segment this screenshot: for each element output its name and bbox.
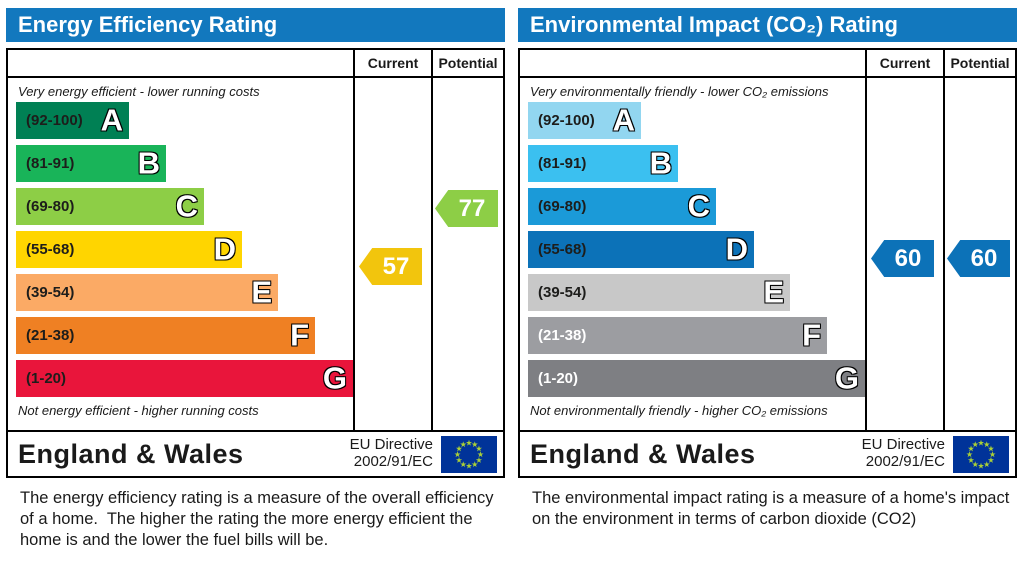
band-range-label: (92-100) — [26, 112, 83, 129]
band-letter: B — [649, 144, 673, 180]
rating-band-b: (81-91) B — [16, 145, 166, 182]
energy-efficiency-panel: Energy Efficiency Rating Current Potenti… — [6, 8, 505, 550]
rating-band-d: (55-68) D — [16, 231, 242, 268]
band-range-label: (39-54) — [26, 284, 75, 301]
rating-band-d: (55-68) D — [528, 231, 754, 268]
environmental-impact-chart: Current Potential Very environmentally f… — [518, 48, 1017, 432]
rating-scale: Very environmentally friendly - lower CO… — [520, 78, 865, 430]
band-letter: D — [725, 230, 749, 266]
potential-rating-arrow: 77 — [435, 190, 498, 227]
band-range-label: (1-20) — [26, 370, 67, 387]
potential-rating-column: 60 — [943, 78, 1015, 430]
band-range-label: (21-38) — [538, 327, 587, 344]
jurisdiction-footer: England & Wales EU Directive 2002/91/EC — [6, 430, 505, 478]
top-caption: Very environmentally friendly - lower CO… — [530, 84, 829, 99]
band-range-label: (69-80) — [538, 198, 587, 215]
band-letter: D — [213, 230, 237, 266]
rating-band-g: (1-20) G — [528, 360, 865, 397]
band-range-label: (69-80) — [26, 198, 75, 215]
rating-band-c: (69-80) C — [16, 188, 204, 225]
eu-flag-icon — [441, 435, 497, 473]
rating-band-a: (92-100) A — [16, 102, 129, 139]
band-letter: F — [289, 316, 309, 352]
band-letter: G — [834, 359, 860, 395]
rating-band-g: (1-20) G — [16, 360, 353, 397]
bottom-caption: Not environmentally friendly - higher CO… — [530, 403, 828, 418]
energy-efficiency-chart: Current Potential Very energy efficient … — [6, 48, 505, 432]
rating-band-f: (21-38) F — [528, 317, 827, 354]
bottom-caption: Not energy efficient - higher running co… — [18, 403, 259, 418]
eu-directive-label: EU Directive 2002/91/EC — [349, 436, 433, 471]
eu-directive-label: EU Directive 2002/91/EC — [861, 436, 945, 471]
band-range-label: (1-20) — [538, 370, 579, 387]
band-letter: A — [100, 101, 124, 137]
current-column-header: Current — [353, 50, 431, 78]
band-letter: E — [763, 273, 785, 309]
band-letter: E — [251, 273, 273, 309]
region-label: England & Wales — [18, 438, 244, 469]
energy-efficiency-description: The energy efficiency rating is a measur… — [20, 489, 499, 549]
region-label: England & Wales — [530, 438, 756, 469]
band-letter: G — [322, 359, 348, 395]
rating-band-f: (21-38) F — [16, 317, 315, 354]
environmental-impact-description: The environmental impact rating is a mea… — [532, 489, 1014, 528]
rating-scale: Very energy efficient - lower running co… — [8, 78, 353, 430]
eu-flag-icon — [953, 435, 1009, 473]
potential-rating-arrow: 60 — [947, 240, 1010, 277]
band-range-label: (81-91) — [538, 155, 587, 172]
rating-band-a: (92-100) A — [528, 102, 641, 139]
current-rating-arrow: 60 — [871, 240, 934, 277]
current-column-header: Current — [865, 50, 943, 78]
potential-column-header: Potential — [943, 50, 1015, 78]
jurisdiction-footer: England & Wales EU Directive 2002/91/EC — [518, 430, 1017, 478]
potential-rating-column: 77 — [431, 78, 503, 430]
eu-directive-line1: EU Directive — [349, 436, 433, 454]
current-rating-arrow: 57 — [359, 248, 422, 285]
band-range-label: (55-68) — [538, 241, 587, 258]
band-letter: C — [687, 187, 711, 223]
rating-band-e: (39-54) E — [528, 274, 790, 311]
header-spacer — [8, 50, 353, 78]
energy-efficiency-title: Energy Efficiency Rating — [6, 8, 505, 42]
potential-column-header: Potential — [431, 50, 503, 78]
eu-directive-line2: 2002/91/EC — [865, 453, 945, 470]
band-range-label: (39-54) — [538, 284, 587, 301]
eu-directive-line1: EU Directive — [861, 436, 945, 454]
header-spacer — [520, 50, 865, 78]
rating-band-c: (69-80) C — [528, 188, 716, 225]
top-caption: Very energy efficient - lower running co… — [18, 84, 260, 99]
current-rating-column: 60 — [865, 78, 943, 430]
band-letter: F — [801, 316, 821, 352]
epc-rating-page: Energy Efficiency Rating Current Potenti… — [6, 8, 1017, 550]
current-rating-column: 57 — [353, 78, 431, 430]
environmental-impact-panel: Environmental Impact (CO₂) Rating Curren… — [518, 8, 1017, 550]
band-letter: C — [175, 187, 199, 223]
rating-band-b: (81-91) B — [528, 145, 678, 182]
environmental-impact-title: Environmental Impact (CO₂) Rating — [518, 8, 1017, 42]
band-range-label: (92-100) — [538, 112, 595, 129]
band-letter: B — [137, 144, 161, 180]
band-range-label: (81-91) — [26, 155, 75, 172]
band-range-label: (21-38) — [26, 327, 75, 344]
band-letter: A — [612, 101, 636, 137]
band-range-label: (55-68) — [26, 241, 75, 258]
eu-directive-line2: 2002/91/EC — [353, 453, 433, 470]
rating-band-e: (39-54) E — [16, 274, 278, 311]
